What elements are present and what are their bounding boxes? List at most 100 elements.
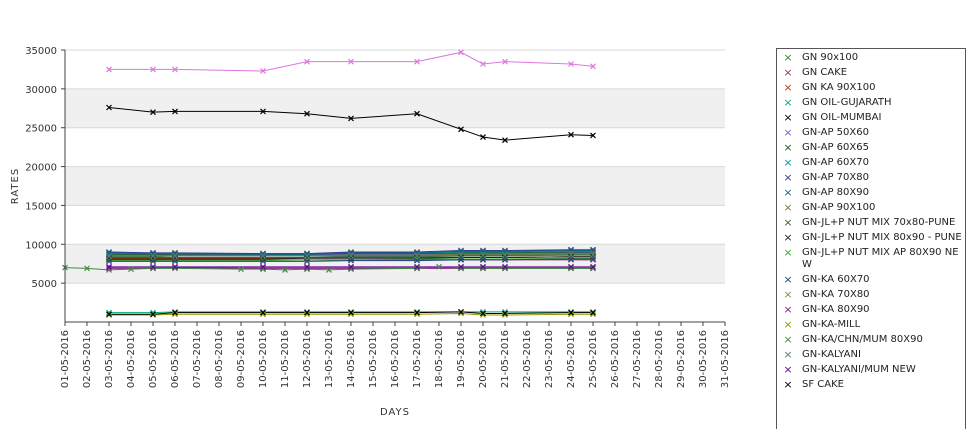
series-line-14 — [109, 258, 593, 262]
data-point — [590, 309, 596, 316]
data-point — [458, 308, 464, 315]
x-tick-label: 28-05-2016 — [654, 330, 665, 388]
data-point — [106, 309, 112, 316]
legend-item: × GN-AP 90X100 — [781, 202, 965, 214]
x-tick-label: 11-05-2016 — [280, 330, 291, 388]
x-tick-label: 03-05-2016 — [104, 330, 115, 388]
legend-label: GN-KA 80X90 — [802, 304, 870, 315]
data-point — [238, 266, 244, 273]
data-point — [568, 311, 574, 318]
legend-marker-icon: × — [783, 246, 793, 259]
x-tick-label: 05-05-2016 — [148, 330, 159, 388]
data-point — [348, 266, 354, 273]
x-tick-label: 15-05-2016 — [368, 330, 379, 388]
data-point — [480, 310, 486, 317]
legend-label: GN-JL+P NUT MIX AP 80X90 NEW — [802, 247, 959, 270]
x-tick-label: 21-05-2016 — [500, 330, 511, 388]
x-tick-label: 13-05-2016 — [324, 330, 335, 388]
x-tick-label: 27-05-2016 — [632, 330, 643, 388]
series-line-11 — [109, 254, 593, 258]
legend-marker-icon: × — [783, 348, 793, 361]
legend-label: GN KA 90X100 — [802, 82, 876, 93]
data-point — [172, 309, 178, 316]
data-point — [436, 263, 442, 270]
data-point — [458, 49, 464, 56]
data-point — [568, 309, 574, 316]
data-point — [480, 252, 486, 259]
legend-marker-icon: × — [783, 96, 793, 109]
legend-label: GN-JL+P NUT MIX 70x80-PUNE — [802, 217, 956, 228]
data-point — [260, 311, 266, 318]
series-line-6 — [109, 251, 593, 255]
alternating-bands — [65, 88, 725, 284]
data-point — [260, 309, 266, 316]
legend-item: × GN-AP 70X80 — [781, 172, 965, 184]
data-point — [304, 309, 310, 316]
data-point — [106, 311, 112, 318]
x-tick-label: 22-05-2016 — [522, 330, 533, 388]
data-point — [502, 265, 508, 272]
legend-marker-icon: × — [783, 171, 793, 184]
data-point — [502, 137, 508, 144]
y-tick-label: 15000 — [25, 201, 57, 212]
x-tick-label: 06-05-2016 — [170, 330, 181, 388]
data-point — [172, 265, 178, 272]
data-point — [106, 253, 112, 259]
x-tick-label: 10-05-2016 — [258, 330, 269, 388]
series-line-8 — [108, 249, 593, 255]
legend-item: × GN-AP 80X90 — [781, 187, 965, 199]
legend-label: GN-AP 80X90 — [802, 187, 869, 198]
data-point — [84, 265, 90, 272]
grid-band — [65, 166, 725, 206]
data-point — [590, 63, 596, 70]
data-point — [480, 254, 486, 261]
y-tick-label: 25000 — [25, 124, 57, 135]
legend-marker-icon: × — [783, 273, 793, 286]
data-point — [502, 312, 508, 318]
series-line-17 — [109, 312, 593, 316]
data-point — [590, 311, 596, 318]
legend-marker-icon: × — [783, 141, 793, 154]
legend: × GN 90x100 × GN CAKE × GN KA 90X100 × GN OIL-G… — [776, 48, 966, 429]
series-markers — [62, 49, 596, 318]
data-point — [458, 252, 464, 259]
legend-marker-icon: × — [783, 318, 793, 331]
legend-marker-icon: × — [783, 288, 793, 301]
data-point — [502, 254, 508, 261]
data-point — [502, 310, 508, 317]
data-point — [414, 110, 420, 117]
x-tick-label: 26-05-2016 — [610, 330, 621, 388]
data-point — [480, 312, 486, 318]
data-point — [106, 66, 112, 73]
legend-marker-icon: × — [783, 231, 793, 244]
x-tick-label: 17-05-2016 — [412, 330, 423, 388]
data-point — [348, 263, 354, 270]
data-point — [172, 263, 178, 270]
data-point — [414, 265, 420, 272]
data-point — [414, 263, 420, 270]
x-tick-label: 14-05-2016 — [346, 330, 357, 388]
x-tick-label: 04-05-2016 — [126, 330, 137, 388]
legend-item: × SF CAKE — [781, 379, 965, 391]
x-tick-label: 24-05-2016 — [566, 330, 577, 388]
data-point — [304, 263, 310, 270]
legend-label: GN-KA-MILL — [802, 319, 861, 330]
data-point — [502, 263, 508, 270]
legend-item: × GN-AP 50X60 — [781, 127, 965, 139]
data-point — [458, 265, 464, 272]
series-line-3 — [109, 311, 593, 314]
data-point — [172, 258, 178, 265]
data-point — [106, 104, 112, 111]
legend-marker-icon: × — [783, 126, 793, 139]
data-point — [568, 253, 574, 260]
series-line-21 — [109, 311, 593, 315]
data-point — [348, 257, 354, 264]
legend-item: × GN-JL+P NUT MIX AP 80X90 NEW — [781, 247, 965, 271]
data-point — [348, 255, 354, 262]
data-point — [304, 258, 310, 265]
data-point — [502, 58, 508, 65]
data-point — [348, 253, 354, 259]
x-tick-label: 19-05-2016 — [456, 330, 467, 388]
x-tick-label: 30-05-2016 — [698, 330, 709, 388]
legend-item: × GN-KA/CHN/MUM 80X90 — [781, 334, 965, 346]
